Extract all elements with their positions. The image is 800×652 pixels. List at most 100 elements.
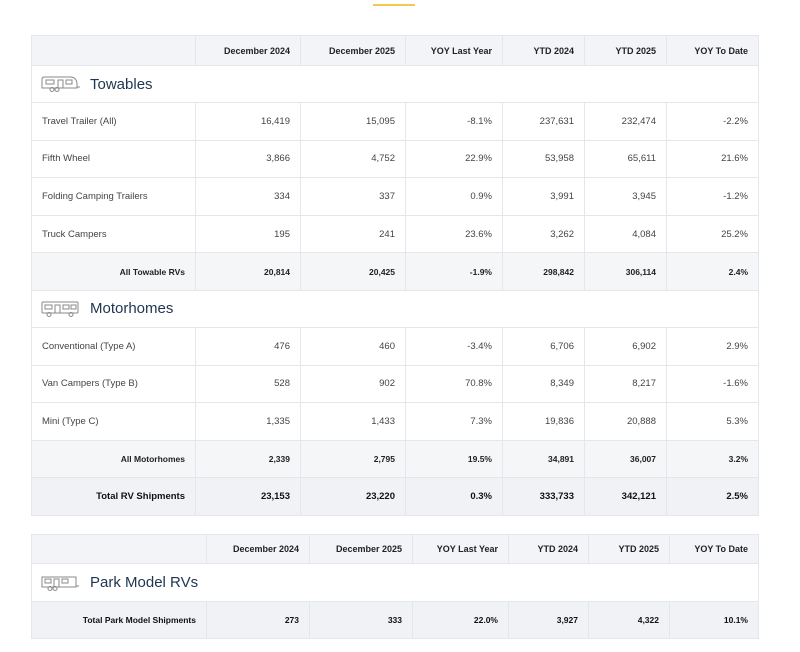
- row-label: Travel Trailer (All): [31, 102, 196, 141]
- cell: 195: [195, 214, 301, 254]
- table-row: Fifth Wheel 3,866 4,752 22.9% 53,958 65,…: [31, 139, 759, 179]
- total-rv-shipments-row: Total RV Shipments 23,153 23,220 0.3% 33…: [31, 477, 759, 516]
- subtotal-row-towables: All Towable RVs 20,814 20,425 -1.9% 298,…: [31, 252, 759, 291]
- cell: 273: [206, 601, 310, 639]
- table-row: Travel Trailer (All) 16,419 15,095 -8.1%…: [31, 102, 759, 141]
- column-header: YTD 2025: [584, 35, 667, 66]
- cell: 7.3%: [405, 402, 503, 441]
- section-title: Motorhomes: [90, 300, 174, 318]
- park-model-icon: [40, 574, 80, 592]
- cell: 5.3%: [666, 402, 759, 441]
- cell: 2.9%: [666, 326, 759, 366]
- cell: 3.2%: [666, 439, 759, 479]
- cell: 4,322: [588, 601, 670, 639]
- cell: 25.2%: [666, 214, 759, 254]
- subtotal-row-motorhomes: All Motorhomes 2,339 2,795 19.5% 34,891 …: [31, 439, 759, 479]
- cell: 20,425: [300, 252, 406, 291]
- cell: 460: [300, 326, 406, 366]
- column-header: December 2025: [300, 35, 406, 66]
- column-header: December 2025: [309, 534, 413, 564]
- cell: 528: [195, 364, 301, 404]
- cell: 22.9%: [405, 139, 503, 179]
- cell: -1.9%: [405, 252, 503, 291]
- row-label: All Motorhomes: [31, 439, 196, 479]
- cell: 333: [309, 601, 413, 639]
- row-label: Total Park Model Shipments: [31, 601, 207, 639]
- cell: 34,891: [502, 439, 585, 479]
- row-label: Total RV Shipments: [31, 477, 196, 516]
- accent-line: [373, 4, 415, 6]
- table-row: Conventional (Type A) 476 460 -3.4% 6,70…: [31, 326, 759, 366]
- cell: 19.5%: [405, 439, 503, 479]
- park-model-table: December 2024 December 2025 YOY Last Yea…: [31, 534, 759, 639]
- cell: 6,706: [502, 326, 585, 366]
- section-title: Park Model RVs: [90, 574, 199, 591]
- motorhome-icon: [40, 300, 80, 318]
- cell: 3,262: [502, 214, 585, 254]
- cell: 23.6%: [405, 214, 503, 254]
- cell: 53,958: [502, 139, 585, 179]
- row-label: Mini (Type C): [31, 402, 196, 441]
- table-header-row: December 2024 December 2025 YOY Last Yea…: [31, 35, 759, 66]
- cell: 2,339: [195, 439, 301, 479]
- cell: 237,631: [502, 102, 585, 141]
- cell: 3,945: [584, 177, 667, 216]
- cell: 342,121: [584, 477, 667, 516]
- cell: -1.6%: [666, 364, 759, 404]
- header-empty: [31, 35, 196, 66]
- cell: 21.6%: [666, 139, 759, 179]
- cell: 2.4%: [666, 252, 759, 291]
- cell: -3.4%: [405, 326, 503, 366]
- cell: 4,084: [584, 214, 667, 254]
- cell: 3,866: [195, 139, 301, 179]
- cell: 3,991: [502, 177, 585, 216]
- cell: 4,752: [300, 139, 406, 179]
- rv-shipments-table: December 2024 December 2025 YOY Last Yea…: [31, 35, 759, 516]
- row-label: Conventional (Type A): [31, 326, 196, 366]
- cell: 16,419: [195, 102, 301, 141]
- cell: 22.0%: [412, 601, 509, 639]
- row-label: Folding Camping Trailers: [31, 177, 196, 216]
- table-row: Van Campers (Type B) 528 902 70.8% 8,349…: [31, 364, 759, 404]
- column-header: YTD 2024: [502, 35, 585, 66]
- cell: 306,114: [584, 252, 667, 291]
- header-empty: [31, 534, 207, 564]
- table-header-row: December 2024 December 2025 YOY Last Yea…: [31, 534, 759, 564]
- cell: 19,836: [502, 402, 585, 441]
- column-header: YTD 2025: [588, 534, 670, 564]
- cell: 2,795: [300, 439, 406, 479]
- cell: 10.1%: [669, 601, 759, 639]
- cell: 8,349: [502, 364, 585, 404]
- cell: -8.1%: [405, 102, 503, 141]
- cell: 3,927: [508, 601, 589, 639]
- travel-trailer-icon: [40, 75, 80, 93]
- section-park-model: Park Model RVs: [31, 563, 759, 602]
- cell: 23,220: [300, 477, 406, 516]
- section-title: Towables: [90, 75, 153, 93]
- column-header: YOY To Date: [666, 35, 759, 66]
- cell: 20,888: [584, 402, 667, 441]
- cell: 8,217: [584, 364, 667, 404]
- cell: 2.5%: [666, 477, 759, 516]
- cell: 334: [195, 177, 301, 216]
- cell: 20,814: [195, 252, 301, 291]
- table-row: Truck Campers 195 241 23.6% 3,262 4,084 …: [31, 214, 759, 254]
- column-header: YTD 2024: [508, 534, 589, 564]
- cell: 902: [300, 364, 406, 404]
- cell: 15,095: [300, 102, 406, 141]
- cell: -2.2%: [666, 102, 759, 141]
- cell: 298,842: [502, 252, 585, 291]
- cell: 70.8%: [405, 364, 503, 404]
- cell: 65,611: [584, 139, 667, 179]
- cell: 36,007: [584, 439, 667, 479]
- cell: 333,733: [502, 477, 585, 516]
- section-towables: Towables: [31, 65, 759, 103]
- column-header: December 2024: [195, 35, 301, 66]
- row-label: Truck Campers: [31, 214, 196, 254]
- table-row: Folding Camping Trailers 334 337 0.9% 3,…: [31, 177, 759, 216]
- total-park-model-row: Total Park Model Shipments 273 333 22.0%…: [31, 601, 759, 639]
- cell: 1,335: [195, 402, 301, 441]
- cell: 476: [195, 326, 301, 366]
- cell: 23,153: [195, 477, 301, 516]
- cell: 0.9%: [405, 177, 503, 216]
